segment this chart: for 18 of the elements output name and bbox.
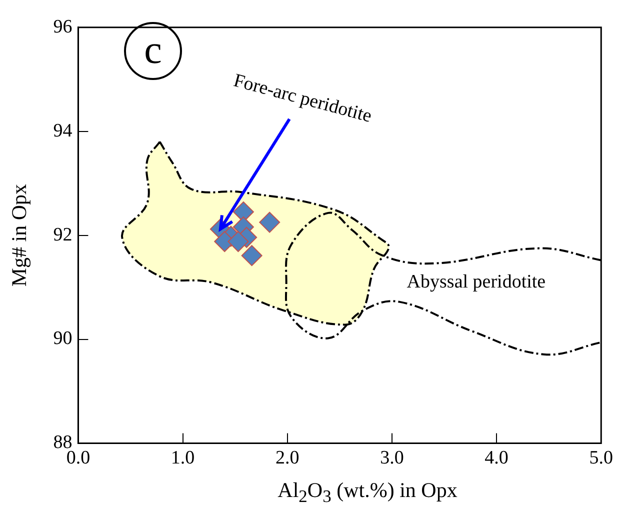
y-tick-label: 92 [53,224,72,246]
point [241,245,262,266]
x-tick-label: 4.0 [484,448,508,469]
point [228,231,249,252]
x-tick-label: 1.0 [170,448,195,469]
point [259,212,280,233]
x-tick-label: 0.0 [66,448,90,469]
x-tick-label: 2.0 [275,448,300,469]
annotation: Abyssal peridotite [406,271,546,292]
annotation: Fore-arc peridotite [231,70,374,127]
x-tick-label: 5.0 [589,448,613,469]
x-tick-label: 3.0 [380,448,404,469]
y-tick-label: 96 [53,16,72,38]
x-axis-title: Al$_{2}$O$_{3}$ (wt.%) in Opx [276,478,458,508]
circle-label: c [124,22,182,80]
y-tick-label: 94 [53,120,73,142]
y-tick-label: 90 [53,328,72,350]
y-axis-title: Mg# in Opx [7,183,32,287]
